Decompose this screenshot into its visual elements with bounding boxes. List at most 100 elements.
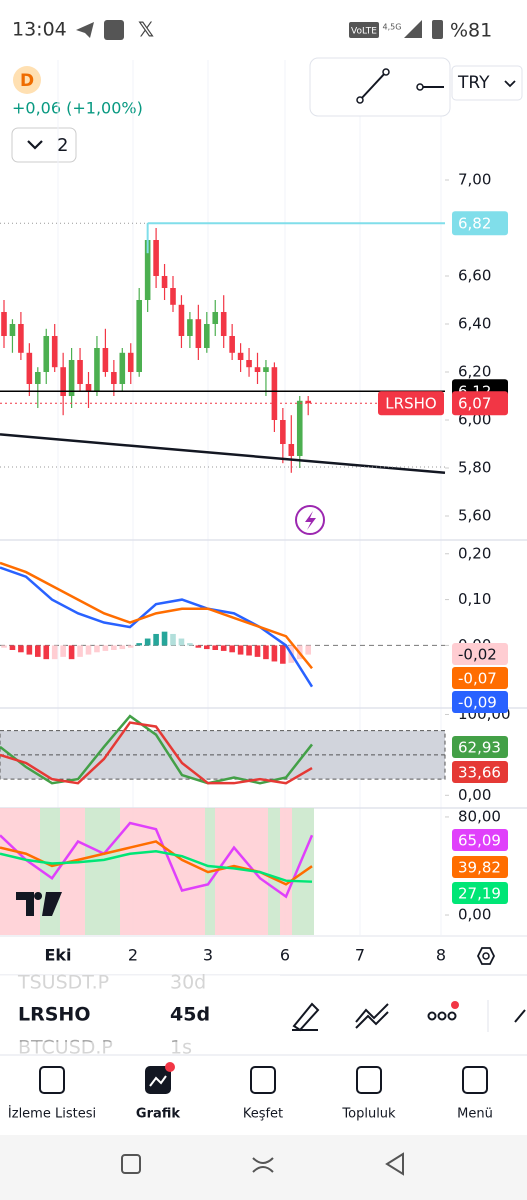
y-tick-label: 5,80: [458, 459, 491, 477]
histogram-bar: [246, 645, 252, 656]
y-tick-label: 0,10: [458, 590, 491, 608]
y-tick-label: 5,60: [458, 507, 491, 525]
histogram-bar: [144, 638, 151, 646]
signal-zone: [268, 808, 280, 935]
watch-symbol[interactable]: LRSHO: [18, 1004, 90, 1026]
logo-bg: [13, 66, 41, 94]
candle-body: [220, 312, 227, 336]
currency-bg[interactable]: [451, 65, 523, 101]
candle-body: [94, 348, 100, 392]
nav-icon[interactable]: [462, 1066, 488, 1094]
last-label-bg: [452, 667, 508, 689]
last-label: 27,19: [458, 885, 501, 903]
candle-body: [9, 324, 16, 336]
signal-zone: [60, 808, 85, 935]
price-label-bg: [452, 391, 508, 416]
histogram-bar: [9, 645, 16, 650]
indicator-icon[interactable]: [355, 1003, 389, 1029]
volte: VoLTE: [351, 27, 377, 37]
last-label-bg: [452, 829, 508, 851]
candle-body: [296, 400, 303, 456]
signal-zone: [85, 808, 120, 935]
y-tick-label: 6,20: [458, 363, 491, 381]
candle-body: [195, 319, 202, 348]
nav-badge: [165, 1062, 175, 1072]
candle-body: [280, 420, 286, 444]
y-tick-label: 80,00: [458, 807, 501, 825]
nav-icon[interactable]: [39, 1066, 65, 1094]
chevron: [27, 140, 43, 150]
signal-type: 4,5G: [383, 23, 402, 32]
more-dot[interactable]: [427, 1011, 437, 1021]
last-label-bg: [452, 691, 508, 713]
price-label: 6,07: [458, 395, 491, 413]
candle-body: [43, 336, 50, 372]
histogram-bar: [254, 645, 261, 657]
candle-body: [178, 304, 185, 336]
more-dot[interactable]: [447, 1011, 457, 1021]
draw-toolbar[interactable]: [309, 57, 451, 117]
candle-body: [305, 400, 311, 404]
histogram-bar: [220, 645, 227, 651]
tool-line: [359, 71, 387, 101]
hist-label: -0,02: [458, 646, 497, 664]
nav-icon[interactable]: [250, 1066, 276, 1094]
volte-badge: [349, 22, 379, 38]
candle-body: [254, 367, 261, 372]
sys-recent[interactable]: [121, 1154, 141, 1174]
candle-body: [204, 324, 210, 348]
x-tick-label: 2: [128, 946, 138, 965]
pen-icon[interactable]: [292, 1002, 320, 1032]
candle-body: [127, 352, 134, 372]
indicator-line: [0, 714, 313, 785]
sys-home[interactable]: [252, 1157, 274, 1173]
sys-back[interactable]: [385, 1152, 404, 1176]
histogram-bar: [280, 645, 286, 664]
more-dot[interactable]: [437, 1011, 447, 1021]
app-icon: [104, 20, 124, 40]
tool-dot: [356, 96, 364, 104]
settings-dot: [482, 952, 490, 960]
nav-icon[interactable]: [356, 1066, 382, 1094]
battery-icon: [432, 20, 443, 39]
candle-body: [68, 360, 75, 396]
currency-chevron: [504, 80, 516, 88]
histogram-bar: [1, 645, 7, 648]
x-tick-label: 7: [355, 946, 365, 965]
candle-body: [246, 360, 252, 368]
histogram-bar: [136, 643, 142, 646]
candle-body: [85, 384, 92, 392]
histogram-bar: [111, 645, 117, 650]
trend-line: [0, 433, 446, 475]
histogram-bar: [305, 645, 311, 655]
layout-button[interactable]: [11, 127, 77, 163]
indicator-line: [0, 850, 313, 883]
currency: TRY: [457, 73, 490, 93]
last-label-bg: [452, 882, 508, 904]
last-label-bg: [452, 736, 508, 758]
indicator-line: [0, 721, 313, 785]
candle-body: [271, 367, 278, 420]
candle-body: [237, 352, 244, 360]
histogram-bar: [153, 633, 159, 646]
candle-body: [1, 312, 7, 336]
histogram-bar: [237, 645, 244, 655]
histogram-bar: [102, 645, 109, 651]
y-tick-label: 0,00: [458, 786, 491, 804]
settings-icon[interactable]: [476, 947, 496, 965]
list-fade: [0, 1042, 280, 1056]
hist-label-bg: [452, 643, 508, 665]
last-label: 65,09: [458, 832, 501, 850]
last-label: -0,07: [458, 670, 497, 688]
histogram-bar: [26, 645, 33, 655]
candle-body: [119, 352, 126, 384]
histogram-bar: [85, 645, 92, 655]
candle-body: [229, 336, 235, 353]
x-icon: 𝕏: [138, 18, 154, 42]
nav-label: Keşfet: [243, 1107, 283, 1122]
signal-zone: [120, 808, 205, 935]
notify-dot: [451, 1001, 459, 1009]
histogram-bar: [178, 638, 185, 646]
nav-label: Topluluk: [341, 1107, 396, 1122]
